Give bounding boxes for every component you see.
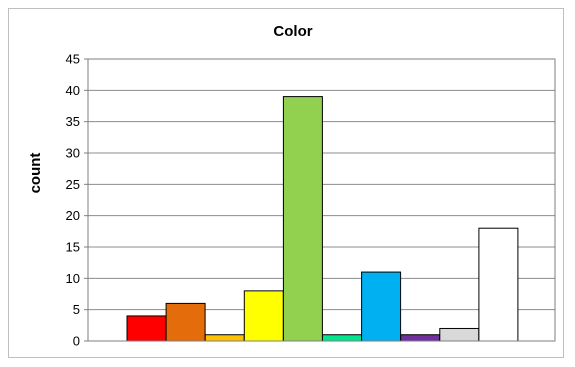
y-tick-label: 25 <box>66 177 80 192</box>
y-tick-label: 30 <box>66 146 80 161</box>
y-tick-label: 35 <box>66 114 80 129</box>
bar-9 <box>439 327 480 342</box>
y-tick-label: 40 <box>66 83 80 98</box>
bar-8 <box>400 334 441 342</box>
bar-2 <box>165 302 206 342</box>
bar-5 <box>282 96 323 342</box>
bar-10 <box>478 227 519 342</box>
y-tick-label: 10 <box>66 271 80 286</box>
bar-7 <box>361 271 402 342</box>
bars <box>126 96 519 342</box>
y-tick-label: 5 <box>73 302 80 317</box>
bar-4 <box>243 290 284 342</box>
bar-6 <box>322 334 362 342</box>
y-tick-labels: 0 5 10 15 20 25 30 35 40 45 <box>66 52 80 349</box>
plot-area <box>87 58 556 342</box>
bar-3 <box>204 334 245 342</box>
y-tick-label: 0 <box>73 334 80 349</box>
y-axis-label: count <box>27 153 44 194</box>
chart-title: Color <box>273 23 312 40</box>
y-tick-label: 45 <box>66 52 80 67</box>
bar-1 <box>126 315 167 342</box>
y-tick-label: 20 <box>66 208 80 223</box>
y-tick-label: 15 <box>66 240 80 255</box>
